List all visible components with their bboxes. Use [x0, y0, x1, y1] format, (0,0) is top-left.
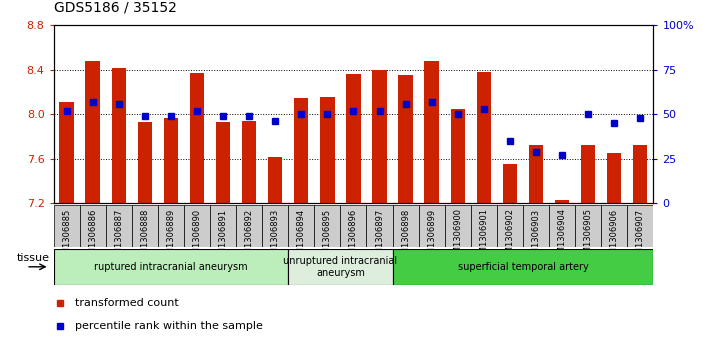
Text: GSM1306886: GSM1306886 — [88, 208, 97, 265]
Bar — [132, 205, 158, 247]
Bar — [111, 68, 126, 203]
Text: GSM1306898: GSM1306898 — [401, 208, 410, 265]
Text: GDS5186 / 35152: GDS5186 / 35152 — [54, 0, 176, 15]
Bar — [549, 205, 575, 247]
Bar — [445, 205, 471, 247]
Bar — [190, 73, 204, 203]
Bar — [418, 205, 445, 247]
Text: GSM1306893: GSM1306893 — [271, 208, 280, 265]
Bar — [320, 97, 335, 203]
Text: GSM1306906: GSM1306906 — [610, 208, 619, 265]
Text: unruptured intracranial
aneurysm: unruptured intracranial aneurysm — [283, 256, 398, 278]
Bar — [210, 205, 236, 247]
Text: ruptured intracranial aneurysm: ruptured intracranial aneurysm — [94, 262, 248, 272]
Bar — [242, 121, 256, 203]
Text: GSM1306888: GSM1306888 — [141, 208, 149, 265]
Bar — [477, 72, 491, 203]
Bar — [294, 98, 308, 203]
Bar — [523, 205, 549, 247]
Bar — [184, 205, 210, 247]
Text: GSM1306901: GSM1306901 — [479, 208, 488, 264]
Bar — [581, 146, 595, 203]
Bar — [575, 205, 601, 247]
Bar — [607, 153, 621, 203]
Bar — [314, 205, 341, 247]
Bar — [529, 146, 543, 203]
Text: GSM1306897: GSM1306897 — [375, 208, 384, 265]
Bar — [59, 102, 74, 203]
Bar — [425, 61, 439, 203]
Text: GSM1306900: GSM1306900 — [453, 208, 462, 264]
Bar — [80, 205, 106, 247]
Bar — [54, 249, 288, 285]
Text: GSM1306889: GSM1306889 — [166, 208, 176, 265]
Bar — [106, 205, 132, 247]
Text: GSM1306890: GSM1306890 — [193, 208, 201, 265]
Bar — [54, 205, 80, 247]
Bar — [268, 156, 282, 203]
Bar — [164, 118, 178, 203]
Bar — [288, 205, 314, 247]
Text: GSM1306885: GSM1306885 — [62, 208, 71, 265]
Text: GSM1306899: GSM1306899 — [427, 208, 436, 265]
Text: tissue: tissue — [17, 253, 50, 263]
Text: GSM1306907: GSM1306907 — [635, 208, 645, 265]
Text: GSM1306887: GSM1306887 — [114, 208, 124, 265]
Text: GSM1306894: GSM1306894 — [297, 208, 306, 265]
Bar — [451, 109, 465, 203]
Bar — [288, 249, 393, 285]
Bar — [393, 205, 418, 247]
Bar — [236, 205, 262, 247]
Bar — [86, 61, 100, 203]
Bar — [471, 205, 497, 247]
Text: GSM1306896: GSM1306896 — [349, 208, 358, 265]
Text: GSM1306903: GSM1306903 — [531, 208, 540, 265]
Bar — [262, 205, 288, 247]
Bar — [503, 164, 517, 203]
Text: percentile rank within the sample: percentile rank within the sample — [74, 321, 263, 331]
Bar — [398, 76, 413, 203]
Text: GSM1306904: GSM1306904 — [558, 208, 566, 264]
Text: GSM1306891: GSM1306891 — [218, 208, 228, 265]
Bar — [138, 122, 152, 203]
Bar — [216, 122, 230, 203]
Bar — [341, 205, 366, 247]
Bar — [601, 205, 627, 247]
Bar — [633, 146, 648, 203]
Bar — [555, 200, 569, 203]
Bar — [366, 205, 393, 247]
Text: GSM1306895: GSM1306895 — [323, 208, 332, 265]
Text: superficial temporal artery: superficial temporal artery — [458, 262, 588, 272]
Bar — [158, 205, 184, 247]
Bar — [497, 205, 523, 247]
Text: GSM1306902: GSM1306902 — [506, 208, 514, 264]
Bar — [393, 249, 653, 285]
Text: transformed count: transformed count — [74, 298, 178, 308]
Bar — [372, 70, 387, 203]
Text: GSM1306892: GSM1306892 — [245, 208, 253, 265]
Bar — [627, 205, 653, 247]
Bar — [346, 74, 361, 203]
Text: GSM1306905: GSM1306905 — [583, 208, 593, 264]
